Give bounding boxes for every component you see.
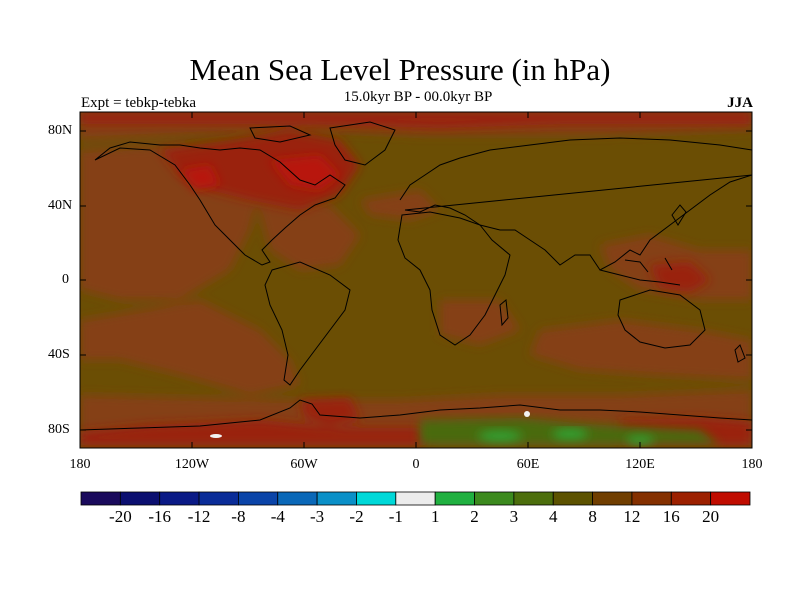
axis-ticks (80, 112, 752, 448)
lon-label: 120E (625, 457, 655, 472)
colorbar-box (592, 491, 633, 506)
coast-africa (397, 211, 511, 346)
lat-label: 80S (48, 422, 70, 437)
lon-label: 120W (174, 457, 210, 472)
coast-eurasia (399, 137, 752, 271)
colorbar-box (434, 491, 475, 506)
lon-label: 180 (741, 457, 763, 472)
colorbar-box (395, 491, 436, 506)
colorbar-box (80, 491, 121, 506)
colorbar-box (159, 491, 200, 506)
colorbar-box (198, 491, 239, 506)
coast-maritime-asia (599, 257, 681, 286)
colorbar-label: -1 (388, 507, 403, 526)
coast-antarctica (80, 399, 752, 431)
colorbar-box (552, 491, 593, 506)
lon-label: 0 (412, 457, 420, 472)
bright-green-spots (478, 429, 654, 444)
colorbar-box (119, 491, 161, 506)
colorbar-box (670, 491, 712, 506)
subtitle: 15.0kyr BP - 00.0kyr BP (343, 89, 493, 105)
colorbar-box (316, 491, 357, 506)
colorbar-label: 3 (509, 507, 519, 526)
colorbar (80, 491, 751, 506)
coastlines (80, 121, 752, 431)
colorbar-box (238, 491, 279, 506)
coast-south-america (264, 261, 351, 386)
coast-arctic-islands (249, 125, 312, 143)
coast-greenland (329, 121, 396, 166)
red-anomaly-regions (80, 112, 752, 445)
coast-north-america (94, 141, 346, 266)
coast-japan (671, 204, 687, 226)
colorbar-label: -2 (349, 507, 364, 526)
colorbar-label: 16 (662, 507, 680, 526)
lon-label: 180 (69, 457, 91, 472)
lat-label: 40S (48, 347, 70, 362)
experiment-label: Expt = tebkp-tebka (81, 95, 197, 111)
lon-label: 60E (516, 457, 540, 472)
colorbar-label: 8 (588, 507, 597, 526)
colorbar-box (631, 491, 672, 506)
colorbar-label: 4 (548, 507, 558, 526)
colorbar-label: 12 (623, 507, 641, 526)
colorbar-label: -8 (231, 507, 246, 526)
colorbar-label: -4 (270, 507, 285, 526)
colorbar-label: -12 (187, 507, 211, 526)
lat-label: 80N (48, 123, 73, 138)
colorbar-box (513, 491, 554, 506)
coast-new-zealand (734, 344, 746, 363)
lon-label: 60W (290, 457, 318, 472)
colorbar-label: 2 (470, 507, 479, 526)
colorbar-box (710, 491, 751, 506)
coast-madagascar (499, 299, 509, 327)
colorbar-label: -3 (310, 507, 325, 526)
season-label: JJA (727, 95, 753, 111)
colorbar-label: -20 (109, 507, 132, 526)
page-title: Mean Sea Level Pressure (in hPa) (189, 52, 611, 87)
lat-label: 0 (62, 272, 69, 287)
colorbar-box (356, 491, 397, 506)
lat-label: 40N (48, 198, 73, 213)
white-spots (210, 411, 530, 438)
coast-australia (617, 289, 706, 349)
strong-red-regions (180, 155, 340, 190)
colorbar-label: 1 (430, 507, 440, 526)
colorbar-box (277, 491, 318, 506)
map-panel (80, 112, 752, 448)
colorbar-label: 20 (702, 507, 720, 526)
colorbar-label: -16 (148, 507, 172, 526)
colorbar-box (474, 491, 515, 506)
